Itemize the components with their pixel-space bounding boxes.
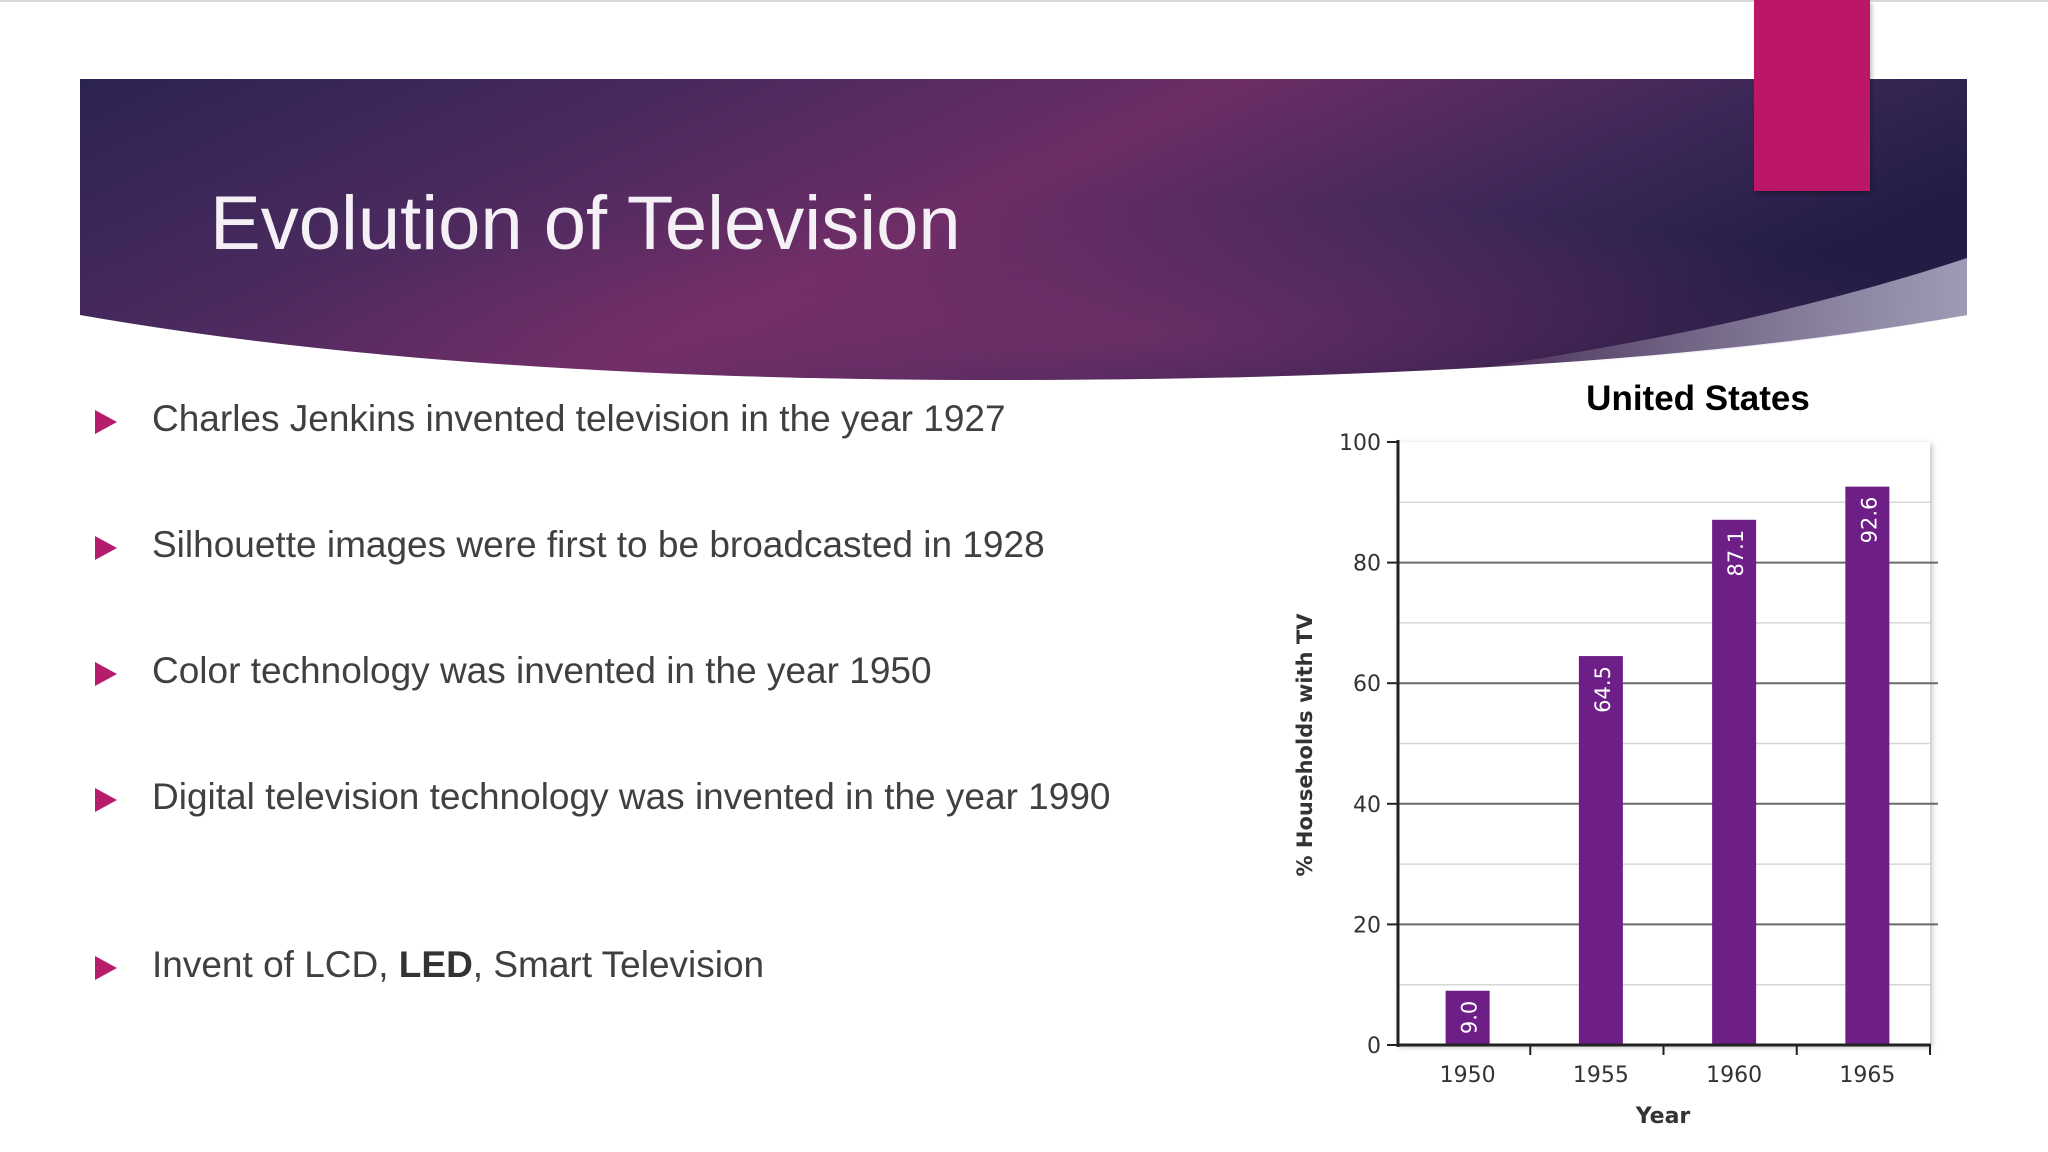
- bars: 9.0 64.5 87.1 92.6: [1445, 486, 1890, 1045]
- bullet-text: Charles Jenkins invented television in t…: [152, 398, 1006, 439]
- bar: [1712, 519, 1757, 1045]
- x-axis-label: Year: [1635, 1104, 1691, 1129]
- x-tick-label: 1955: [1573, 1063, 1629, 1088]
- bullet-text-plain: Invent of LCD,: [152, 944, 399, 985]
- bar-value-label: 9.0: [1458, 1001, 1482, 1034]
- triangle-bullet-icon: [95, 788, 117, 812]
- bullet-text-plain: , Smart Television: [472, 944, 765, 985]
- bullet-text: Invent of LCD, LED, Smart Television: [152, 944, 1152, 986]
- triangle-bullet-icon: [95, 410, 117, 434]
- triangle-bullet-icon: [95, 662, 117, 686]
- bar-chart: 9.0 64.5 87.1 92.6 1950 1955 1960 1965 0 20 40 60 8…: [1293, 379, 1938, 1129]
- axes: 1950 1955 1960 1965 0 20 40 60 80 100: [1339, 431, 1931, 1088]
- y-tick-label: 0: [1367, 1034, 1381, 1059]
- bullet-text: Color technology was invented in the yea…: [152, 650, 932, 691]
- accent-tab: [1754, 0, 1870, 191]
- bar-value-label: 87.1: [1724, 530, 1748, 577]
- y-tick-label: 20: [1353, 913, 1381, 938]
- y-tick-label: 100: [1339, 431, 1381, 456]
- bullet-text: Silhouette images were first to be broad…: [152, 524, 1045, 565]
- bar-value-label: 92.6: [1857, 497, 1881, 544]
- bar: [1445, 990, 1490, 1045]
- x-tick-label: 1960: [1706, 1063, 1762, 1088]
- bar: [1578, 656, 1623, 1045]
- triangle-bullet-icon: [95, 536, 117, 560]
- bullet-text: Digital television technology was invent…: [152, 776, 1111, 817]
- y-tick-label: 40: [1353, 793, 1381, 818]
- bar-value-label: 64.5: [1591, 666, 1615, 713]
- bullet-text-bold: LED: [398, 944, 473, 985]
- x-tick-label: 1950: [1440, 1063, 1496, 1088]
- y-tick-label: 60: [1353, 672, 1381, 697]
- y-axis-label: % Households with TV: [1293, 613, 1317, 877]
- top-border-line: [0, 0, 2048, 2]
- y-tick-label: 80: [1353, 552, 1381, 577]
- triangle-bullet-icon: [95, 956, 117, 980]
- chart-title: United States: [1586, 379, 1810, 418]
- header-banner: [80, 79, 1967, 380]
- bar: [1845, 486, 1890, 1045]
- slide-title: Evolution of Television: [210, 181, 961, 266]
- x-tick-label: 1965: [1839, 1063, 1895, 1088]
